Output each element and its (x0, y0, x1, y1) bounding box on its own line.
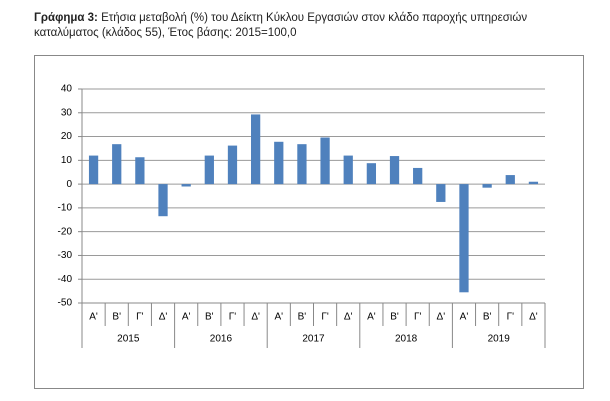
bar (320, 137, 330, 185)
x-tick-label: Α' (182, 312, 191, 323)
chart-title: Ετήσια μεταβολή (%) του Δείκτη Κύκλου Ερ… (34, 12, 528, 39)
bar (250, 114, 261, 185)
y-tick-label: -10 (58, 203, 73, 214)
bar (158, 184, 168, 217)
y-tick-label: -20 (58, 226, 73, 237)
y-tick-label: 0 (66, 179, 72, 190)
x-tick-label: Α' (460, 312, 469, 323)
bar (366, 163, 377, 185)
bar (112, 144, 122, 185)
x-tick-label: Β' (112, 312, 121, 323)
x-tick-label: Γ' (136, 312, 144, 323)
chart-frame (34, 55, 584, 389)
y-tick-label: -50 (58, 298, 73, 309)
bar (227, 145, 238, 185)
bar (389, 156, 400, 185)
bar (297, 144, 307, 185)
x-tick-label: Α' (274, 312, 283, 323)
bar (528, 181, 539, 185)
year-label: 2016 (210, 334, 233, 345)
x-tick-label: Δ' (251, 312, 260, 323)
year-label: 2015 (117, 334, 140, 345)
y-tick-label: 10 (61, 155, 73, 166)
x-tick-label: Β' (205, 312, 214, 323)
bar (505, 175, 515, 185)
x-tick-label: Δ' (344, 312, 353, 323)
y-tick-label: 40 (61, 84, 73, 95)
y-tick-label: -30 (58, 250, 73, 261)
x-tick-label: Γ' (229, 312, 237, 323)
bar (413, 167, 423, 185)
x-tick-label: Β' (298, 312, 307, 323)
y-tick-label: 20 (61, 131, 73, 142)
year-label: 2018 (395, 334, 418, 345)
bar (181, 184, 191, 187)
x-tick-label: Δ' (159, 312, 168, 323)
x-tick-label: Δ' (529, 312, 538, 323)
bar (88, 155, 99, 185)
x-tick-label: Δ' (437, 312, 446, 323)
x-tick-label: Β' (483, 312, 492, 323)
x-tick-label: Γ' (414, 312, 422, 323)
chart-title-block: Γράφημα 3: Ετήσια μεταβολή (%) του Δείκτ… (34, 11, 584, 41)
bar (436, 184, 446, 202)
x-tick-label: Α' (89, 312, 98, 323)
bar (274, 141, 284, 185)
x-tick-label: Β' (390, 312, 399, 323)
x-tick-label: Γ' (321, 312, 329, 323)
bar (343, 155, 353, 185)
x-tick-label: Α' (367, 312, 376, 323)
year-label: 2017 (302, 334, 325, 345)
chart-title-label: Γράφημα 3: (34, 12, 98, 24)
x-tick-label: Γ' (507, 312, 515, 323)
bar (482, 184, 492, 188)
bar (135, 157, 145, 185)
y-tick-label: 30 (61, 107, 73, 118)
year-label: 2019 (488, 334, 511, 345)
bar (204, 155, 214, 185)
bar (459, 184, 469, 293)
y-tick-label: -40 (58, 274, 73, 285)
